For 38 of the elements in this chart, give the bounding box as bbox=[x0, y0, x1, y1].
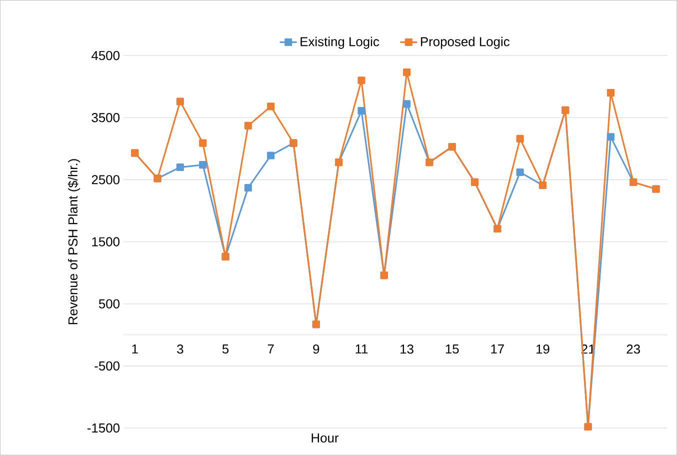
x-tick-label: 13 bbox=[400, 344, 414, 354]
y-tick-label: 4500 bbox=[92, 50, 120, 60]
point bbox=[606, 88, 614, 96]
y-tick-label: 1500 bbox=[92, 237, 120, 246]
x-tick-label: 5 bbox=[222, 344, 229, 354]
point bbox=[358, 106, 366, 114]
point bbox=[402, 100, 411, 108]
x-tick-label: 1 bbox=[132, 344, 138, 354]
y-tick-label: 500 bbox=[98, 299, 120, 308]
y-tick-label: 3500 bbox=[92, 112, 120, 122]
x-axis-title: Hour bbox=[312, 433, 339, 442]
point bbox=[199, 160, 207, 168]
point bbox=[516, 134, 524, 142]
y-axis-title: Revenue of PSH Plant ($/hr.) bbox=[68, 159, 80, 324]
y-tick-label: 2500 bbox=[92, 175, 120, 184]
x-tick-label: 17 bbox=[491, 344, 504, 354]
point bbox=[606, 132, 614, 141]
point bbox=[176, 163, 184, 171]
point bbox=[516, 168, 524, 176]
point bbox=[176, 98, 184, 106]
y-tick-label: -1500 bbox=[87, 423, 120, 432]
point bbox=[358, 76, 366, 84]
x-tick-label: 3 bbox=[177, 344, 184, 354]
point bbox=[267, 102, 275, 110]
x-tick-label: 23 bbox=[626, 344, 640, 354]
point bbox=[402, 68, 411, 76]
y-tick-label: -500 bbox=[94, 361, 120, 370]
x-tick-label: 15 bbox=[446, 344, 459, 354]
x-tick-label: 9 bbox=[313, 344, 320, 354]
legend-label: Proposed Logic bbox=[420, 36, 510, 49]
x-tick-label: 11 bbox=[356, 344, 368, 354]
x-tick-label: 19 bbox=[536, 344, 550, 354]
x-tick-label: 7 bbox=[268, 344, 274, 354]
point bbox=[199, 139, 207, 147]
point bbox=[267, 152, 275, 160]
point bbox=[244, 184, 252, 192]
legend-label: Existing Logic bbox=[300, 36, 380, 49]
point bbox=[244, 122, 252, 130]
